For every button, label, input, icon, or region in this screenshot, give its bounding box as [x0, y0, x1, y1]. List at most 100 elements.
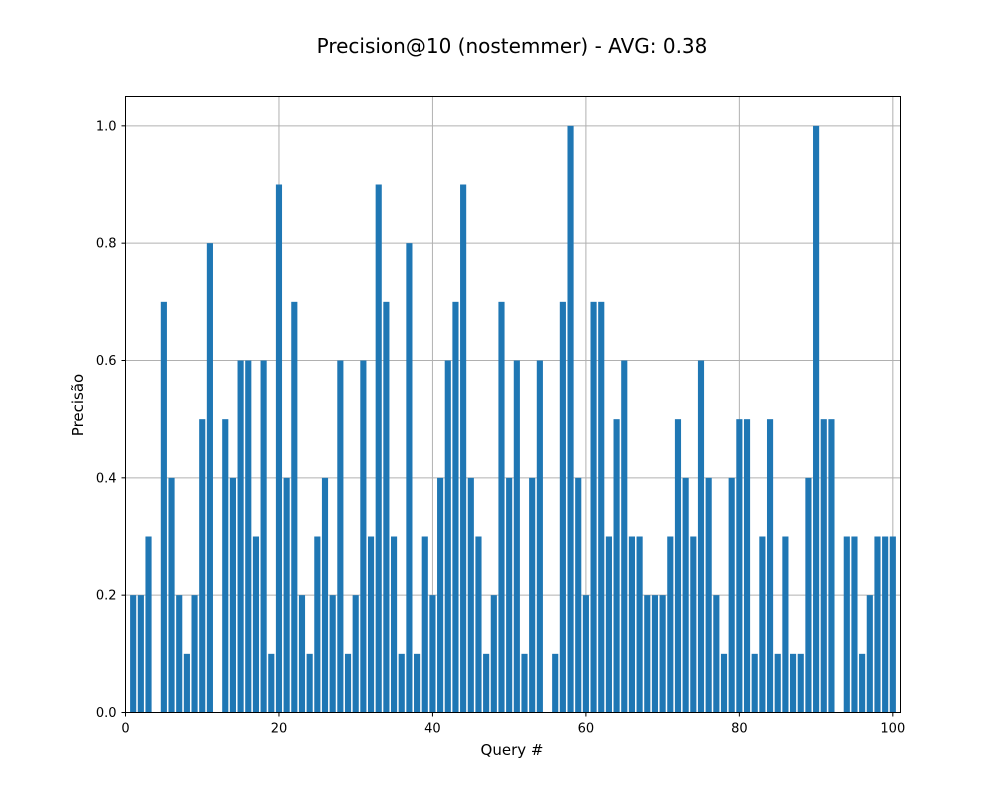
- bar: [383, 301, 390, 713]
- plot-frame: [125, 96, 901, 713]
- bar: [882, 536, 889, 713]
- y-axis-label: Precisão: [69, 374, 87, 436]
- bar: [521, 653, 528, 713]
- y-tick-label: 0.0: [96, 706, 117, 721]
- y-tick-label: 0.6: [96, 354, 117, 369]
- bar: [828, 419, 835, 713]
- bar: [444, 360, 451, 713]
- bar: [644, 595, 651, 713]
- bar: [628, 536, 636, 713]
- bar: [552, 653, 559, 713]
- bar: [291, 301, 298, 713]
- bar: [130, 595, 137, 713]
- bar: [414, 653, 421, 713]
- bar: [866, 595, 873, 713]
- bar: [667, 536, 674, 713]
- bar: [766, 419, 774, 713]
- bar: [736, 419, 743, 713]
- bar: [475, 536, 482, 713]
- bar: [605, 536, 612, 713]
- bar: [314, 536, 321, 713]
- bar: [889, 536, 896, 713]
- bar: [490, 595, 497, 713]
- bar: [145, 536, 152, 713]
- bar: [160, 301, 167, 713]
- bar: [199, 419, 206, 713]
- bar: [759, 536, 766, 713]
- bar: [820, 419, 827, 713]
- bar: [452, 301, 459, 713]
- bars: [130, 125, 896, 713]
- bar: [536, 360, 543, 713]
- bar: [705, 477, 712, 713]
- bar: [229, 477, 236, 713]
- bar: [659, 595, 666, 713]
- bar: [467, 477, 474, 713]
- bar: [674, 419, 682, 713]
- bar: [360, 360, 367, 713]
- y-tick-label: 0.8: [96, 237, 117, 252]
- bar: [344, 653, 352, 713]
- bar: [429, 595, 436, 713]
- bar: [636, 536, 643, 713]
- bar: [283, 477, 290, 713]
- bar: [252, 536, 260, 713]
- bar: [352, 595, 359, 713]
- bar: [337, 360, 344, 713]
- bar: [513, 360, 520, 713]
- bar: [621, 360, 628, 713]
- bar: [720, 653, 728, 713]
- bar: [582, 595, 589, 713]
- x-tick-label: 80: [731, 722, 748, 737]
- x-axis-label: Query #: [481, 741, 544, 759]
- bar: [567, 125, 574, 713]
- bar: [690, 536, 697, 713]
- bar: [222, 419, 229, 713]
- bar: [529, 477, 536, 713]
- y-tick-label: 0.4: [96, 471, 117, 486]
- bar: [575, 477, 582, 713]
- bar: [782, 536, 789, 713]
- bar: [598, 301, 605, 713]
- bar: [406, 243, 413, 713]
- x-tick-label: 100: [880, 722, 905, 737]
- bar: [306, 653, 313, 713]
- bar: [774, 653, 781, 713]
- bar: [460, 184, 467, 713]
- bar: [275, 184, 283, 713]
- bar: [790, 653, 797, 713]
- bar: [613, 419, 620, 713]
- x-tick-label: 0: [121, 722, 129, 737]
- bar: [390, 536, 398, 713]
- bar: [483, 653, 490, 713]
- x-tick-label: 20: [271, 722, 288, 737]
- bar: [321, 477, 329, 713]
- bar: [859, 653, 866, 713]
- bar: [498, 301, 505, 713]
- x-tick-label: 60: [578, 722, 595, 737]
- bar: [375, 184, 382, 713]
- y-tick-label: 0.2: [96, 589, 117, 604]
- bar: [268, 653, 275, 713]
- bar: [398, 653, 405, 713]
- bar: [329, 595, 336, 713]
- bar: [797, 653, 804, 713]
- bar: [874, 536, 881, 713]
- bar: [682, 477, 689, 713]
- bar: [176, 595, 183, 713]
- bar: [367, 536, 375, 713]
- bar: [743, 419, 751, 713]
- chart-title: Precision@10 (nostemmer) - AVG: 0.38: [317, 34, 708, 58]
- bar: [713, 595, 720, 713]
- bar: [191, 595, 198, 713]
- bar: [168, 477, 175, 713]
- bar: [813, 125, 820, 713]
- bar: [245, 360, 252, 713]
- bar: [728, 477, 735, 713]
- bar: [651, 595, 659, 713]
- bar: [183, 653, 190, 713]
- bar: [260, 360, 267, 713]
- bar: [421, 536, 428, 713]
- bar: [697, 360, 705, 713]
